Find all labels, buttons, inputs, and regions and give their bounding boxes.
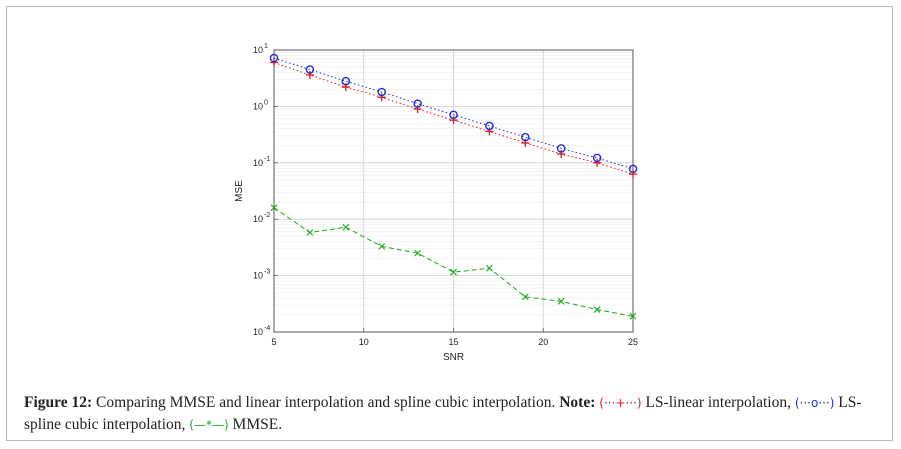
caption-text-2: LS-linear interpolation, — [642, 394, 795, 411]
y-tick-label: 10 — [253, 271, 263, 281]
caption-note-label: Note: — [559, 394, 595, 411]
y-tick-exponent: 0 — [264, 99, 268, 106]
legend-linear-symbol: (···+···) — [599, 396, 641, 410]
caption-text-1: Comparing MMSE and linear interpolation … — [92, 394, 559, 411]
caption-figure-label: Figure 12: — [24, 394, 92, 411]
y-tick-label: 10 — [253, 158, 263, 168]
y-tick-label: 10 — [253, 214, 263, 224]
caption-text-4: MMSE. — [229, 416, 282, 433]
y-axis-label: MSE — [234, 180, 245, 202]
y-tick-exponent: -2 — [264, 212, 270, 219]
x-tick-label: 5 — [271, 337, 276, 347]
legend-spline-symbol: (···o···) — [795, 396, 835, 410]
x-tick-label: 20 — [538, 337, 548, 347]
x-tick-label: 10 — [359, 337, 369, 347]
x-axis-label: SNR — [443, 352, 464, 363]
y-tick-exponent: -4 — [264, 325, 270, 332]
chart: 5 10 15 20 2510110010-110-210-310 -4SNRMSE — [0, 0, 901, 449]
y-tick-label: 10 — [253, 101, 263, 111]
legend-mmse-symbol: (—*—) — [189, 418, 228, 432]
y-tick-label: 10 — [253, 45, 263, 55]
x-tick-label: 25 — [628, 337, 638, 347]
y-tick-exponent: 1 — [264, 43, 268, 50]
x-tick-label: 15 — [448, 337, 458, 347]
y-tick-label: 10 — [253, 327, 263, 337]
y-tick-exponent: -1 — [264, 156, 270, 163]
figure-caption: Figure 12: Comparing MMSE and linear int… — [24, 392, 884, 436]
y-tick-exponent: -3 — [264, 269, 270, 276]
